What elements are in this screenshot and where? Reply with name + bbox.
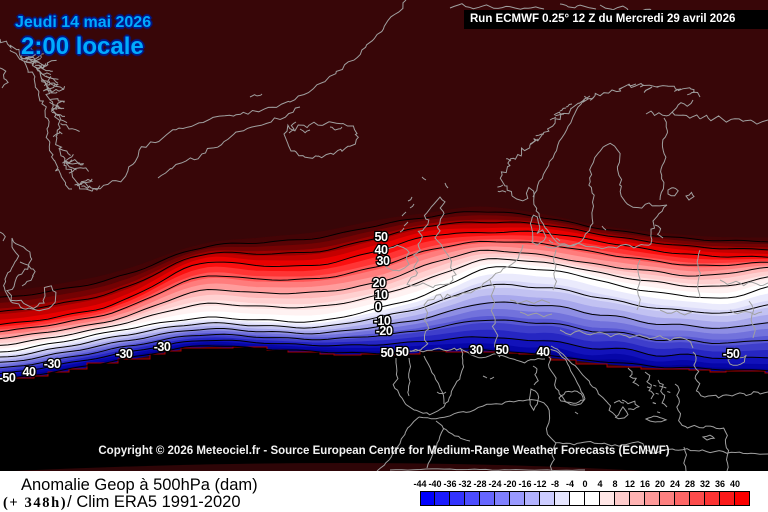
svg-text:-30: -30 (44, 357, 61, 371)
svg-text:0: 0 (375, 300, 382, 314)
svg-text:10: 10 (375, 288, 388, 302)
svg-text:-10: -10 (374, 314, 391, 328)
svg-text:-30: -30 (116, 347, 133, 361)
svg-text:50: 50 (375, 230, 388, 244)
svg-text:30: 30 (377, 254, 390, 268)
svg-text:40: 40 (375, 243, 388, 257)
svg-text:-50: -50 (0, 371, 16, 385)
svg-text:30: 30 (470, 343, 483, 357)
svg-text:-50: -50 (723, 347, 740, 361)
svg-text:-20: -20 (376, 324, 393, 338)
svg-text:-30: -30 (154, 340, 171, 354)
svg-text:50: 50 (381, 346, 394, 360)
svg-text:50: 50 (396, 345, 409, 359)
svg-text:40: 40 (23, 365, 36, 379)
svg-text:40: 40 (537, 345, 550, 359)
svg-text:20: 20 (373, 276, 386, 290)
svg-text:50: 50 (496, 343, 509, 357)
